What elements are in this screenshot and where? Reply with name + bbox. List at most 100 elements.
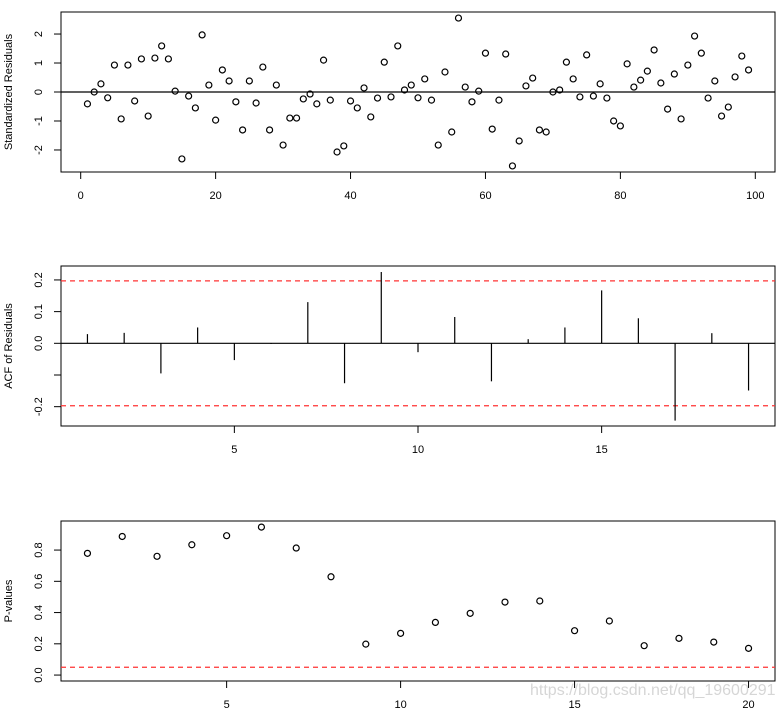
y-tick-label: -0.2 (33, 397, 45, 416)
data-point (286, 114, 294, 122)
data-point (502, 50, 510, 58)
data-point (299, 95, 307, 103)
y-axis-label: Standardized Residuals (3, 33, 15, 150)
data-point (232, 98, 240, 106)
data-point (223, 532, 231, 540)
data-point (144, 112, 152, 120)
data-point (279, 141, 287, 149)
data-point (549, 88, 557, 96)
data-point (535, 126, 544, 134)
data-point (205, 81, 213, 89)
data-point (610, 117, 618, 125)
panel-2: 5 10 15 -0.2 0.0 0.1 0.2 ACF of Residuals (3, 265, 776, 456)
data-point (468, 98, 476, 106)
data-point (131, 97, 139, 105)
data-point (292, 114, 301, 122)
watermark: https://blog.csdn.net/qq_19600291 (530, 682, 776, 699)
data-point (664, 105, 672, 113)
data-point (104, 94, 112, 102)
data-point (367, 113, 375, 121)
data-point (245, 77, 253, 85)
data-point (257, 523, 266, 531)
y-tick-label: 2 (33, 31, 45, 37)
data-point (481, 49, 490, 57)
data-point (319, 56, 328, 64)
x-tick-label: 60 (479, 190, 491, 202)
data-point (185, 92, 193, 100)
data-point (603, 94, 611, 102)
x-tick-label: 15 (568, 699, 580, 711)
data-point (83, 549, 92, 557)
data-point (448, 128, 456, 136)
panel-3: 5 10 15 20 0.0 0.2 0.4 0.6 0.8 P-values (3, 520, 776, 711)
x-tick-label: 100 (746, 190, 764, 202)
data-point (427, 96, 436, 104)
x-tick-label: 10 (412, 444, 424, 456)
data-point (724, 103, 732, 111)
data-point (110, 61, 119, 69)
data-point (117, 115, 125, 123)
data-point (414, 94, 422, 102)
y-tick-label: 0.8 (33, 542, 45, 557)
data-point (292, 544, 300, 552)
data-point (640, 642, 648, 650)
y-tick-label: 0.2 (33, 272, 45, 287)
data-point (589, 92, 597, 100)
data-point (90, 88, 98, 96)
data-point (380, 58, 388, 66)
data-point (394, 42, 402, 50)
data-point (605, 617, 613, 625)
data-point (569, 75, 577, 83)
data-point (697, 49, 705, 57)
data-point (501, 598, 509, 606)
y-tick-label: 0.0 (33, 667, 45, 682)
data-point (153, 552, 161, 560)
y-tick-label: -2 (33, 145, 45, 155)
data-point (583, 51, 591, 59)
data-point (158, 42, 166, 50)
data-point (542, 128, 550, 136)
y-tick-label: 0.2 (33, 636, 45, 651)
data-point (327, 573, 335, 581)
data-point (225, 77, 233, 85)
data-point (421, 75, 429, 83)
data-point (178, 155, 186, 163)
data-point (529, 74, 537, 82)
data-point (670, 70, 678, 78)
data-point (434, 141, 442, 149)
data-point (684, 61, 692, 69)
data-point (340, 142, 348, 150)
data-point (198, 31, 206, 39)
data-point (151, 54, 159, 62)
data-point (556, 86, 564, 94)
x-tick-label: 15 (596, 444, 608, 456)
data-point (239, 126, 247, 134)
data-point (397, 629, 405, 637)
data-point (124, 61, 132, 69)
data-point (259, 63, 267, 71)
y-tick-label: 1 (33, 60, 45, 66)
data-point (353, 104, 361, 112)
y-axis-label: P-values (3, 579, 15, 622)
data-point (616, 122, 624, 130)
data-point (313, 100, 321, 108)
x-tick-label: 20 (209, 190, 221, 202)
data-point (690, 32, 699, 40)
data-point (515, 137, 523, 145)
data-point (441, 68, 449, 76)
y-tick-label: 0.4 (33, 605, 45, 620)
data-point (522, 82, 530, 90)
data-point (373, 94, 382, 102)
data-point (252, 99, 260, 107)
data-point (118, 532, 126, 541)
data-point (346, 97, 355, 105)
data-point (137, 55, 146, 63)
data-point (265, 126, 274, 134)
x-tick-label: 0 (78, 190, 84, 202)
x-tick-label: 5 (231, 444, 237, 456)
data-point (188, 541, 196, 549)
data-point (387, 93, 395, 101)
data-point (454, 14, 463, 22)
data-point (738, 52, 746, 60)
